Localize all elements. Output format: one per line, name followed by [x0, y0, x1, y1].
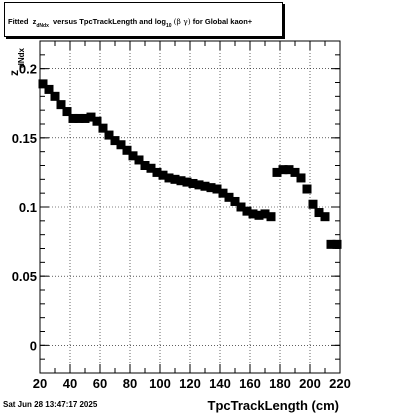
y-tick-label: 0.15: [12, 131, 37, 146]
data-point: [314, 208, 324, 218]
x-tick-label: 40: [63, 376, 77, 391]
x-tick-label: 120: [179, 376, 201, 391]
y-tick-label: 0.05: [12, 269, 37, 284]
data-point: [128, 151, 138, 161]
data-point: [116, 140, 126, 150]
data-point: [176, 176, 186, 186]
data-point: [38, 79, 48, 89]
data-point: [98, 123, 108, 133]
axis-ticks: [39, 41, 341, 374]
x-tick-label: 100: [149, 376, 171, 391]
grid-lines: [40, 41, 340, 373]
data-point: [92, 116, 102, 126]
chart-title: Fitted zdNdx versus TpcTrackLength and l…: [8, 17, 253, 29]
x-tick-label: 200: [299, 376, 321, 391]
data-point: [164, 173, 174, 183]
data-point: [56, 100, 66, 110]
x-tick-label: 60: [93, 376, 107, 391]
data-point: [296, 173, 306, 183]
data-point: [194, 180, 204, 190]
x-tick-label: 220: [329, 376, 351, 391]
title-log-subscript: 10: [165, 23, 172, 29]
title-z: z: [32, 17, 37, 26]
title-suffix: for Global kaon+: [192, 17, 253, 26]
data-point: [86, 112, 96, 122]
y-tick-label: 0: [30, 338, 37, 353]
y-tick-label: 0.2: [19, 62, 37, 77]
data-point: [74, 113, 84, 123]
title-z-subscript: dNdx: [36, 23, 49, 29]
y-axis-label-sub: dNdx: [17, 47, 26, 68]
data-point: [110, 136, 120, 146]
data-point: [122, 145, 132, 155]
data-point: [62, 107, 72, 117]
x-tick-label: 140: [209, 376, 231, 391]
data-point: [326, 239, 336, 249]
y-tick-label: 0.1: [19, 200, 37, 215]
data-point: [188, 178, 198, 188]
data-point: [200, 181, 210, 191]
title-versus: versus TpcTrackLength and log: [53, 17, 166, 26]
title-prefix: Fitted: [8, 17, 29, 26]
data-point: [212, 184, 222, 194]
data-point: [224, 192, 234, 202]
data-point: [272, 167, 282, 177]
x-tick-label: 20: [33, 376, 47, 391]
data-point: [134, 155, 144, 165]
data-point: [254, 210, 264, 220]
data-point: [242, 206, 252, 216]
y-axis-label: z dNdx: [7, 47, 26, 76]
data-point: [182, 177, 192, 187]
data-point: [158, 170, 168, 180]
y-axis-label-main: z: [7, 70, 21, 76]
data-point: [320, 212, 330, 222]
data-point: [170, 174, 180, 184]
data-point: [302, 184, 312, 194]
data-point: [332, 239, 342, 249]
data-point: [236, 202, 246, 212]
chart-title-box: Fitted zdNdx versus TpcTrackLength and l…: [4, 2, 283, 37]
data-point: [68, 113, 78, 123]
data-point: [230, 196, 240, 206]
data-point: [44, 84, 54, 94]
title-beta-gamma: (β γ): [173, 17, 191, 26]
data-point: [278, 165, 288, 175]
x-axis-label: TpcTrackLength (cm): [208, 398, 339, 413]
timestamp: Sat Jun 28 13:47:17 2025: [3, 400, 98, 409]
data-point: [266, 212, 276, 222]
data-points: [38, 79, 342, 249]
x-tick-label: 160: [239, 376, 261, 391]
data-point: [290, 167, 300, 177]
data-point: [140, 161, 150, 170]
data-point: [260, 209, 270, 219]
data-point: [80, 113, 90, 123]
data-point: [218, 188, 228, 198]
data-point: [146, 163, 156, 173]
data-point: [104, 130, 114, 140]
tick-labels: 20 40 60 80 100 120 140 160 180 200 220 0 0.05 0.1 0.1…: [12, 62, 351, 391]
data-point: [50, 91, 60, 101]
data-point: [206, 183, 216, 193]
data-point: [308, 199, 318, 209]
x-tick-label: 80: [123, 376, 137, 391]
data-point: [284, 165, 294, 175]
data-point: [248, 209, 258, 219]
x-tick-label: 180: [269, 376, 291, 391]
data-point: [152, 167, 162, 177]
